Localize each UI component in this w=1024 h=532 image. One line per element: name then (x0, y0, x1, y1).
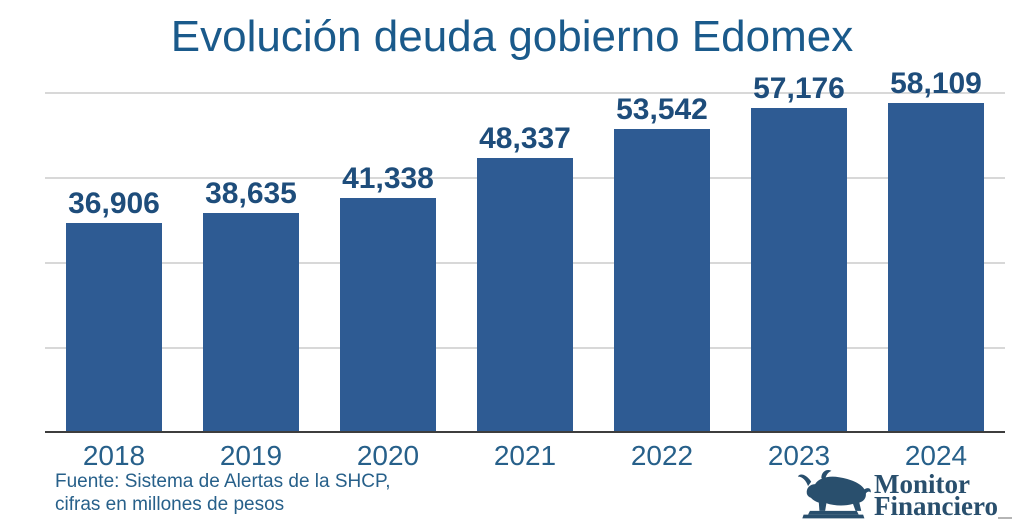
x-axis-line (45, 431, 1005, 433)
x-tick-2021: 2021 (493, 440, 557, 471)
value-label-2022: 53,542 (616, 93, 708, 126)
bar-2019 (203, 213, 299, 432)
source-note-line-2: cifras en millones de pesos (55, 494, 285, 515)
bar-2022 (614, 129, 710, 432)
chart-title: Evolución deuda gobierno Edomex (170, 12, 854, 61)
bar-2018 (66, 223, 162, 432)
value-label-2018: 36,906 (68, 187, 160, 220)
bar-2023 (751, 108, 847, 432)
logo-line-2: Financiero (874, 491, 998, 521)
logo-underline-mark (998, 517, 1012, 519)
x-tick-2018: 2018 (82, 440, 146, 471)
x-tick-2019: 2019 (219, 440, 283, 471)
value-label-2021: 48,337 (479, 122, 571, 155)
bull-statue-icon (797, 470, 871, 519)
x-tick-2024: 2024 (904, 440, 968, 471)
value-label-2023: 57,176 (753, 72, 845, 105)
value-label-2020: 41,338 (342, 162, 434, 195)
bar-2020 (340, 198, 436, 432)
bar-2021 (477, 158, 573, 432)
gridline-60000 (45, 92, 1005, 94)
bar-2024 (888, 103, 984, 432)
logo-line-1: Monitor (874, 469, 970, 499)
value-label-2019: 38,635 (205, 177, 297, 210)
source-note: Fuente: Sistema de Alertas de la SHCP, c… (55, 470, 391, 516)
source-note-line-1: Fuente: Sistema de Alertas de la SHCP, (55, 471, 391, 492)
value-label-2024: 58,109 (890, 67, 982, 100)
x-tick-2023: 2023 (767, 440, 831, 471)
monitor-financiero-logo: Monitor Financiero (796, 469, 998, 521)
x-tick-2020: 2020 (356, 440, 420, 471)
x-tick-2022: 2022 (630, 440, 694, 471)
